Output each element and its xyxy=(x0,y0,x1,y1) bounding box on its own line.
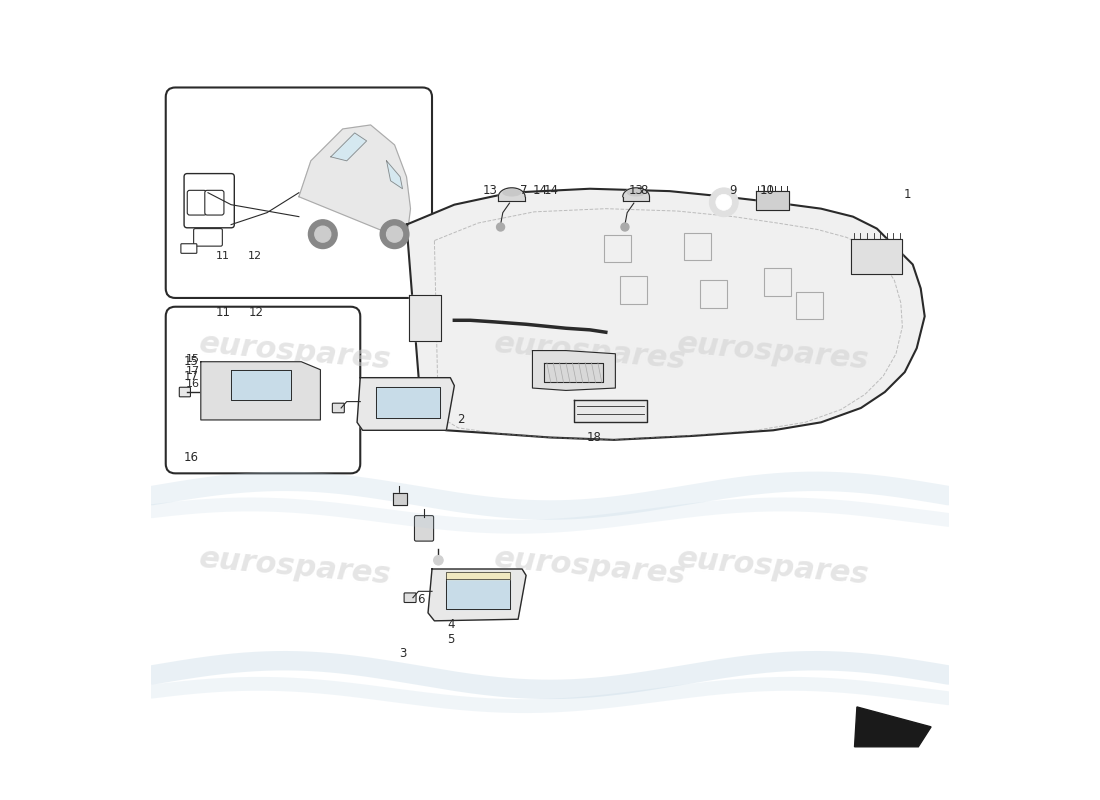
Text: 9: 9 xyxy=(729,184,737,197)
Polygon shape xyxy=(409,294,441,341)
Bar xyxy=(604,235,631,262)
Polygon shape xyxy=(393,494,407,506)
Circle shape xyxy=(710,188,738,217)
Polygon shape xyxy=(532,350,615,390)
Polygon shape xyxy=(231,370,290,400)
Polygon shape xyxy=(386,161,403,189)
Circle shape xyxy=(308,220,337,249)
Polygon shape xyxy=(407,189,925,440)
FancyBboxPatch shape xyxy=(166,87,432,298)
Text: 17: 17 xyxy=(184,370,199,382)
Bar xyxy=(795,292,823,319)
Polygon shape xyxy=(299,125,410,241)
Text: 17: 17 xyxy=(186,366,200,377)
Text: 14: 14 xyxy=(532,184,548,197)
FancyBboxPatch shape xyxy=(166,306,361,474)
Text: 11: 11 xyxy=(216,251,230,261)
Text: 13: 13 xyxy=(629,184,644,197)
FancyBboxPatch shape xyxy=(179,387,190,397)
Text: 16: 16 xyxy=(186,379,200,390)
FancyBboxPatch shape xyxy=(404,593,416,602)
Circle shape xyxy=(621,223,629,231)
Text: 15: 15 xyxy=(186,354,200,364)
Circle shape xyxy=(496,223,505,231)
Text: 12: 12 xyxy=(249,306,264,319)
Polygon shape xyxy=(376,387,440,418)
Text: 10: 10 xyxy=(759,184,774,197)
Polygon shape xyxy=(855,707,931,746)
Text: 3: 3 xyxy=(399,647,406,660)
Bar xyxy=(700,281,727,307)
Polygon shape xyxy=(498,188,525,201)
FancyBboxPatch shape xyxy=(332,403,344,413)
Circle shape xyxy=(386,226,403,242)
Polygon shape xyxy=(756,191,789,210)
Text: eurospares: eurospares xyxy=(198,330,393,375)
Polygon shape xyxy=(331,133,366,161)
Polygon shape xyxy=(447,572,510,578)
Polygon shape xyxy=(544,362,604,382)
Polygon shape xyxy=(428,569,526,621)
Bar xyxy=(684,234,711,261)
Text: 2: 2 xyxy=(456,414,464,426)
FancyBboxPatch shape xyxy=(184,174,234,228)
Text: 5: 5 xyxy=(448,633,454,646)
Circle shape xyxy=(381,220,409,249)
Polygon shape xyxy=(358,378,454,430)
Ellipse shape xyxy=(627,190,645,196)
Polygon shape xyxy=(201,362,320,420)
Bar xyxy=(763,269,791,295)
FancyBboxPatch shape xyxy=(180,244,197,254)
FancyBboxPatch shape xyxy=(187,190,207,215)
Ellipse shape xyxy=(503,190,520,196)
Text: 14: 14 xyxy=(544,184,559,197)
Text: eurospares: eurospares xyxy=(676,545,870,590)
Text: 12: 12 xyxy=(248,251,262,261)
FancyBboxPatch shape xyxy=(415,515,433,541)
Circle shape xyxy=(716,194,732,210)
Polygon shape xyxy=(623,188,649,201)
Text: 16: 16 xyxy=(184,451,199,464)
Circle shape xyxy=(315,226,331,242)
Polygon shape xyxy=(574,400,647,422)
Text: 6: 6 xyxy=(417,593,425,606)
Text: 7: 7 xyxy=(520,184,527,197)
Text: 8: 8 xyxy=(640,184,648,197)
Text: eurospares: eurospares xyxy=(493,545,688,590)
Bar xyxy=(620,277,647,303)
Text: 18: 18 xyxy=(586,431,602,444)
Text: 13: 13 xyxy=(483,184,497,197)
Text: 4: 4 xyxy=(448,618,455,631)
FancyBboxPatch shape xyxy=(205,190,224,215)
Polygon shape xyxy=(851,239,902,274)
Text: eurospares: eurospares xyxy=(676,330,870,375)
Text: 15: 15 xyxy=(184,355,199,368)
Text: 1: 1 xyxy=(903,188,911,201)
Polygon shape xyxy=(447,578,510,609)
Text: eurospares: eurospares xyxy=(493,330,688,375)
Circle shape xyxy=(433,555,443,565)
Text: eurospares: eurospares xyxy=(198,545,393,590)
FancyBboxPatch shape xyxy=(194,229,222,246)
Text: 11: 11 xyxy=(216,306,231,319)
